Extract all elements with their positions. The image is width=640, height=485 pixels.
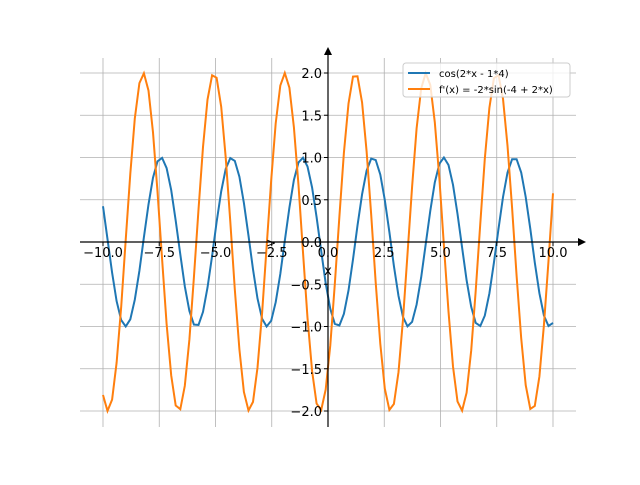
x-tick-label: 7.5: [486, 246, 507, 261]
axes: [80, 47, 586, 427]
legend-label-derivative: f'(x) = -2*sin(-4 + 2*x): [439, 85, 553, 96]
y-tick-label: −1.0: [290, 321, 322, 336]
y-tick-label: 1.5: [301, 109, 322, 124]
x-tick-label: −7.5: [143, 246, 175, 261]
legend-label-cos: cos(2*x - 1*4): [439, 69, 509, 80]
x-tick-label: 10.0: [539, 246, 568, 261]
legend: cos(2*x - 1*4) f'(x) = -2*sin(-4 + 2*x): [402, 62, 571, 98]
x-tick-label: 0.0: [318, 246, 339, 261]
x-tick-label: 5.0: [430, 246, 451, 261]
y-tick-label: 0.5: [301, 194, 322, 209]
y-tick-label: 0.0: [301, 236, 322, 251]
y-tick-label: 2.0: [301, 67, 322, 82]
y-tick-label: −1.5: [290, 363, 322, 378]
x-axis-arrow-icon: [578, 238, 586, 246]
annotation-marker: >: [266, 236, 276, 250]
y-tick-label: −2.0: [290, 405, 322, 420]
y-tick-label: 1.0: [301, 152, 322, 167]
x-axis-label: x: [324, 264, 332, 279]
x-tick-label: 2.5: [374, 246, 395, 261]
y-tick-label: −0.5: [290, 278, 322, 293]
y-axis-arrow-icon: [324, 47, 332, 55]
x-tick-label: −5.0: [200, 246, 232, 261]
tick-labels: −10.0 −7.5 −5.0 −2.5 0.0 2.5 5.0 7.5 10.0 −2.0 −1.…: [83, 67, 567, 420]
legend-box: [402, 62, 571, 98]
x-tick-label: −10.0: [83, 246, 123, 261]
x-tick-label: −2.5: [256, 246, 288, 261]
